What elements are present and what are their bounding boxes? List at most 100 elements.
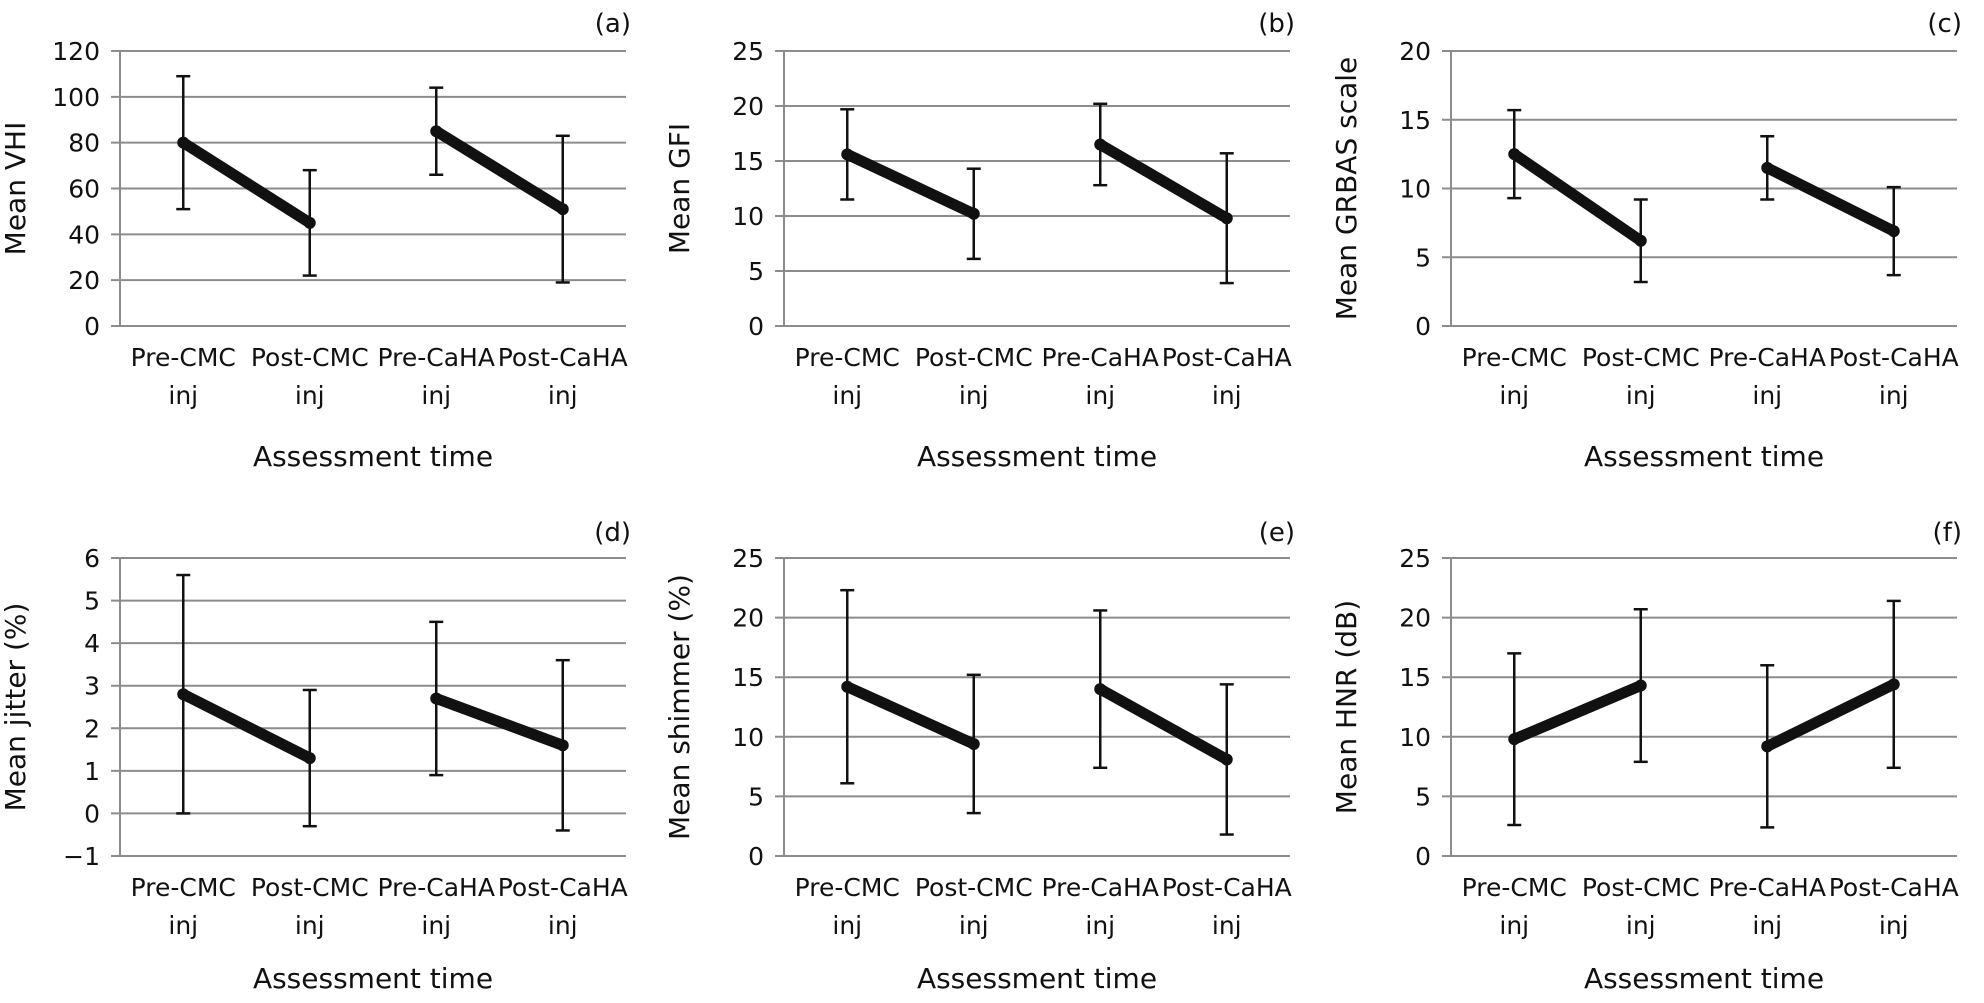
x-tick-label-line2: inj [1626,911,1656,940]
y-axis-label: Mean GFI [663,123,696,254]
x-tick-label-line2: inj [832,911,862,940]
y-tick-label: 80 [68,129,100,158]
y-tick-label: 0 [84,799,100,828]
data-point [1761,740,1774,753]
y-tick-label: 5 [1415,782,1431,811]
data-point [1634,679,1647,692]
x-tick-label: Pre-CaHA [1709,873,1826,902]
x-axis-label: Assessment time [1584,440,1824,473]
data-point [556,203,569,216]
y-tick-label: 60 [68,175,100,204]
x-tick-label-line2: inj [1212,911,1242,940]
data-point [1508,148,1521,161]
y-tick-label: 10 [732,723,764,752]
y-tick-label: 15 [1399,663,1431,692]
chart-panel-d: −1 0 1 2 3 4 5 6 Mean jitter (%) (d) Pre-CMC inj Pos… [0,518,631,995]
series-line-cmc [177,688,316,764]
x-tick-label: Pre-CaHA [1709,343,1826,372]
x-tick-label: Post-CaHA [498,343,628,372]
series-line-caha [1761,162,1900,237]
x-tick-label: Pre-CMC [795,873,900,902]
data-point [177,136,190,149]
x-tick-label-line2: inj [421,911,451,940]
data-point [303,752,316,765]
chart-panel-b: 0 5 10 15 20 25 Mean GFI (b) Pre-CMC inj Post-CMC i… [663,9,1295,473]
x-tick-label-line2: inj [1085,381,1115,410]
y-tick-label: 0 [84,312,100,341]
x-tick-label-line2: inj [1499,911,1529,940]
series-line-caha [1094,683,1233,765]
x-tick-label-line2: inj [1879,381,1909,410]
y-tick-label: 6 [84,544,100,573]
y-tick-label: 5 [748,257,764,286]
x-tick-label-line2: inj [548,911,578,940]
panel-label: (b) [1258,9,1295,39]
x-tick-label: Post-CMC [915,343,1033,372]
x-tick-label: Post-CMC [915,873,1033,902]
y-axis-label: Mean VHI [0,122,32,256]
y-tick-label: 5 [84,587,100,616]
y-tick-label: 20 [732,604,764,633]
data-point [841,680,854,693]
y-tick-label: 5 [1415,243,1431,272]
panel-label: (e) [1259,518,1295,548]
chart-panel-e: 0 5 10 15 20 25 Mean shimmer (%) (e) Pre-CMC inj P… [663,518,1295,995]
y-tick-label: 25 [732,544,764,573]
series-line-cmc [841,681,980,750]
x-tick-label-line2: inj [1752,381,1782,410]
x-tick-label-line2: inj [959,381,989,410]
x-tick-label-line2: inj [548,381,578,410]
data-point [1634,234,1647,247]
chart-panel-f: 0 5 10 15 20 25 Mean HNR (dB) (f) Pre-CMC inj Post… [1330,518,1962,995]
y-tick-label: 20 [732,92,764,121]
x-tick-label-line2: inj [421,381,451,410]
x-axis-label: Assessment time [917,962,1157,995]
y-tick-label: 15 [732,147,764,176]
x-tick-label: Pre-CMC [131,873,236,902]
series-line-cmc [177,137,316,229]
x-axis-label: Assessment time [253,962,493,995]
y-tick-label: 40 [68,220,100,249]
x-tick-label: Pre-CaHA [378,343,495,372]
data-point [1887,225,1900,238]
series-line-cmc [1508,680,1647,745]
x-tick-label: Post-CMC [251,343,369,372]
data-point [1761,161,1774,174]
x-tick-label-line2: inj [295,381,325,410]
data-point [1220,212,1233,225]
y-tick-label: −1 [63,842,100,871]
x-tick-label-line2: inj [1879,911,1909,940]
data-point [1094,683,1107,696]
y-axis-label: Mean shimmer (%) [663,574,696,840]
x-tick-label-line2: inj [1085,911,1115,940]
x-tick-label: Post-CMC [251,873,369,902]
x-tick-label: Post-CMC [1582,873,1700,902]
y-tick-label: 25 [732,37,764,66]
x-tick-label-line2: inj [832,381,862,410]
y-tick-label: 10 [1399,175,1431,204]
chart-panel-c: 0 5 10 15 20 Mean GRBAS scale (c) Pre-CMC inj Pos… [1330,9,1962,473]
data-point [303,216,316,229]
x-tick-label: Post-CaHA [1162,873,1292,902]
x-tick-label-line2: inj [1626,381,1656,410]
data-point [967,737,980,750]
x-tick-label: Post-CaHA [1829,343,1959,372]
y-tick-label: 15 [732,663,764,692]
y-tick-label: 100 [52,83,100,112]
x-tick-label-line2: inj [1752,911,1782,940]
y-tick-label: 3 [84,672,100,701]
x-tick-label-line2: inj [168,911,198,940]
y-tick-label: 120 [52,37,100,66]
x-tick-label: Pre-CMC [1462,873,1567,902]
y-tick-label: 0 [748,842,764,871]
y-tick-label: 0 [1415,312,1431,341]
x-axis-label: Assessment time [253,440,493,473]
y-axis-label: Mean jitter (%) [0,603,32,812]
x-axis-label: Assessment time [1584,962,1824,995]
x-tick-label-line2: inj [1212,381,1242,410]
data-point [177,688,190,701]
series-line-caha [1761,678,1900,752]
data-point [430,692,443,705]
y-axis-label: Mean HNR (dB) [1330,600,1363,814]
data-point [1220,753,1233,766]
